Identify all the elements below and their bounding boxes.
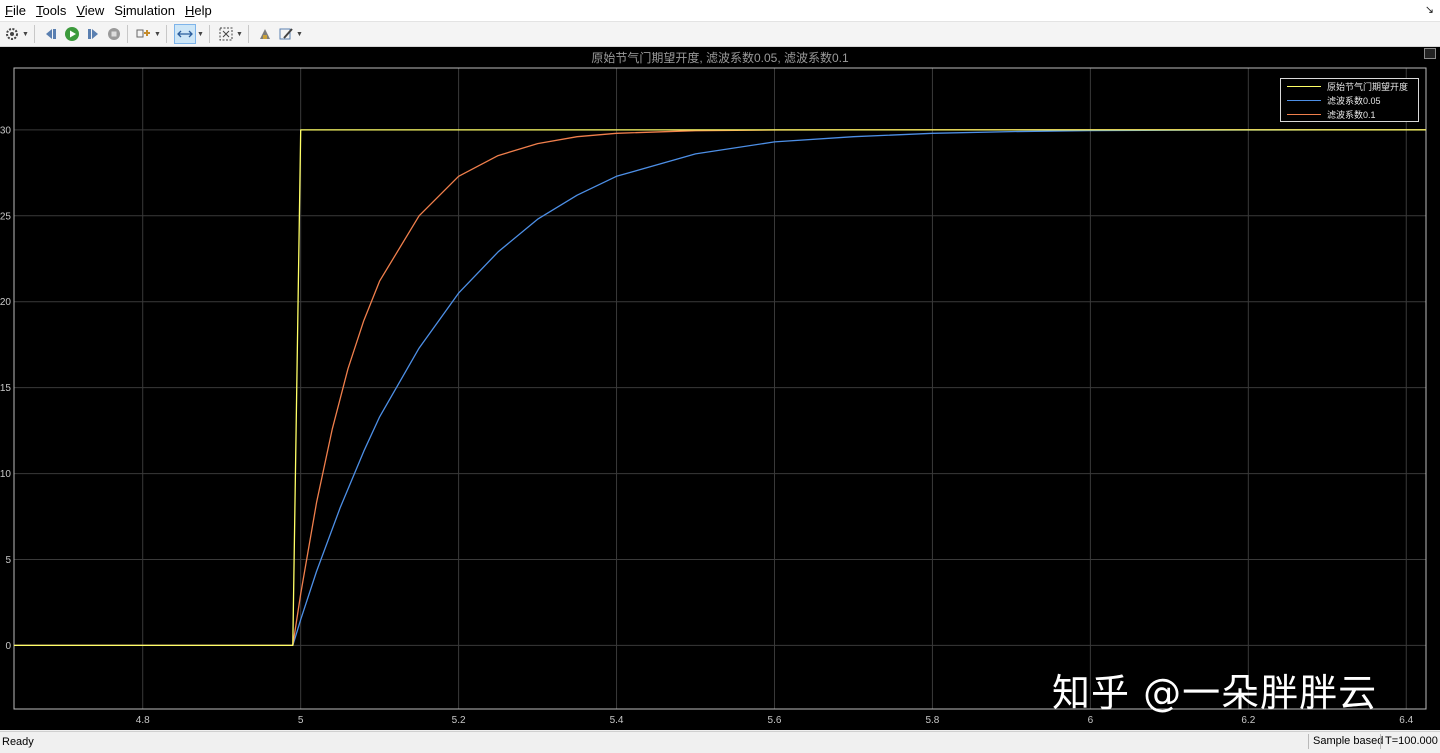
highlight-block-icon[interactable] (135, 25, 153, 43)
legend-label: 滤波系数0.1 (1327, 110, 1376, 120)
menu-file[interactable]: File (5, 3, 26, 18)
style-icon[interactable] (256, 25, 274, 43)
watermark: 知乎 @一朵胖胖云 (1052, 671, 1378, 715)
toolbar-separator (127, 25, 128, 43)
chevron-down-icon[interactable]: ▼ (22, 30, 29, 38)
legend-swatch (1287, 114, 1321, 115)
dock-icon[interactable] (1424, 48, 1436, 59)
x-tick-label: 5.8 (925, 715, 939, 726)
menu-bar: File Tools View Simulation Help ↘ (0, 0, 1440, 22)
toolbar: ▼ ▼ ▼ ▼ ▼ (0, 22, 1440, 47)
y-tick-label: 25 (0, 211, 11, 222)
status-text: Ready (2, 736, 34, 748)
configuration-gear-icon[interactable] (3, 25, 21, 43)
step-back-icon[interactable] (42, 25, 60, 43)
sample-mode: Sample based (1308, 734, 1387, 749)
x-tick-label: 5.6 (768, 715, 782, 726)
legend[interactable]: 原始节气门期望开度 滤波系数0.05 滤波系数0.1 (1280, 78, 1419, 122)
step-forward-icon[interactable] (84, 25, 102, 43)
toolbar-separator (248, 25, 249, 43)
x-tick-label: 5 (298, 715, 304, 726)
menu-help[interactable]: Help (184, 3, 212, 18)
x-tick-label: 4.8 (136, 715, 150, 726)
y-tick-label: 15 (0, 383, 11, 394)
legend-label: 原始节气门期望开度 (1327, 82, 1409, 92)
x-tick-label: 6 (1088, 715, 1094, 726)
menu-view[interactable]: View (76, 3, 105, 18)
legend-entry: 原始节气门期望开度 (1281, 80, 1418, 93)
scope-figure (0, 47, 1440, 730)
x-tick-label: 5.2 (452, 715, 466, 726)
tick-labels: 4.8 5 5.2 5.4 5.6 5.8 6 6.2 6.4 0 5 10 15 20 25 30 (0, 125, 1414, 726)
chevron-down-icon[interactable]: ▼ (236, 30, 243, 38)
series-line-0 (14, 129, 1426, 647)
x-tick-label: 6.4 (1399, 715, 1413, 726)
chevron-down-icon[interactable]: ▼ (154, 30, 161, 38)
chevron-down-icon[interactable]: ▼ (197, 30, 204, 38)
legend-swatch (1287, 86, 1321, 87)
menu-tools[interactable]: Tools (35, 3, 67, 18)
zoom-fit-icon[interactable] (217, 25, 235, 43)
legend-label: 滤波系数0.05 (1327, 96, 1381, 106)
legend-entry: 滤波系数0.05 (1281, 94, 1418, 107)
cursor-measure-icon[interactable] (174, 24, 196, 44)
chart-title: 原始节气门期望开度, 滤波系数0.05, 滤波系数0.1 (591, 51, 849, 65)
legend-swatch (1287, 100, 1321, 101)
run-icon[interactable] (63, 25, 81, 43)
y-tick-label: 0 (5, 641, 11, 652)
grid-lines (14, 68, 1426, 709)
y-tick-label: 10 (0, 469, 11, 480)
sim-time: T=100.000 (1380, 734, 1440, 749)
toolbar-separator (34, 25, 35, 43)
toolbar-separator (166, 25, 167, 43)
chevron-down-icon[interactable]: ▼ (296, 30, 303, 38)
series-lines (14, 129, 1426, 647)
toolbar-separator (209, 25, 210, 43)
x-tick-label: 6.2 (1241, 715, 1255, 726)
legend-entry: 滤波系数0.1 (1281, 108, 1418, 121)
undock-icon[interactable]: ↘ (1424, 4, 1434, 16)
status-bar: Ready Sample based T=100.000 (0, 731, 1440, 753)
y-tick-label: 5 (5, 555, 11, 566)
stop-icon[interactable] (105, 25, 123, 43)
series-line-2 (14, 129, 1426, 647)
edit-icon[interactable] (277, 25, 295, 43)
y-tick-label: 30 (0, 125, 11, 136)
menu-simulation[interactable]: Simulation (114, 3, 175, 18)
y-tick-label: 20 (0, 297, 11, 308)
axes-frame (13, 67, 1427, 710)
x-tick-label: 5.4 (610, 715, 624, 726)
